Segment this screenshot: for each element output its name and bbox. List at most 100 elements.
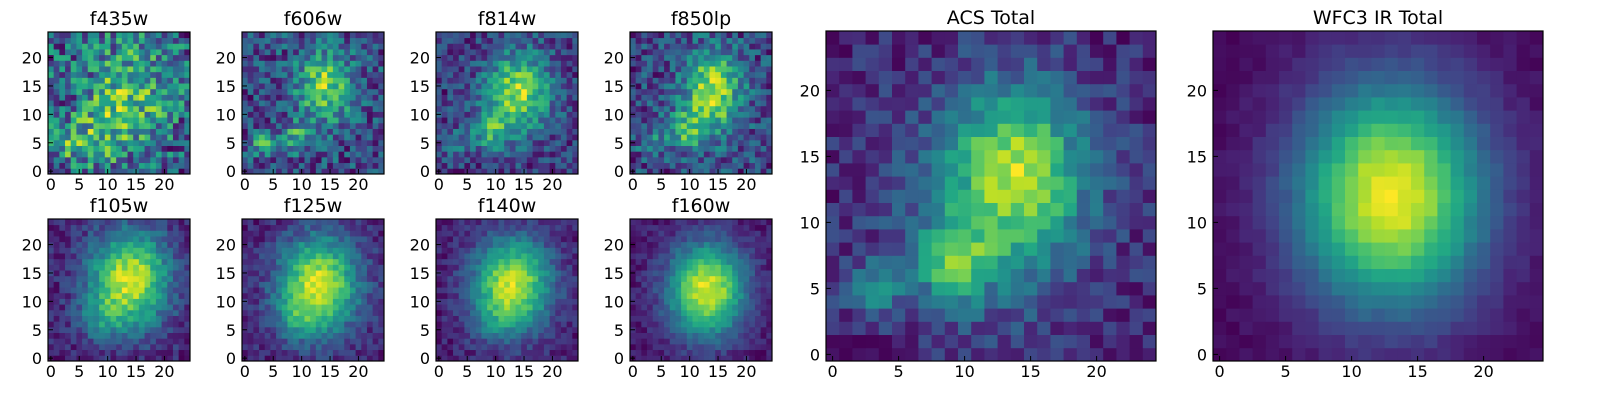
heatmap-cell (641, 343, 648, 351)
heatmap-cell (766, 139, 773, 146)
heatmap-cell (737, 49, 744, 56)
heatmap-cell (532, 134, 539, 141)
heatmap-cell (281, 264, 288, 271)
heatmap-cell (686, 326, 693, 333)
heatmap-cell (270, 128, 277, 135)
heatmap-cell (110, 100, 117, 107)
heatmap-cell (332, 71, 339, 78)
heatmap-cell (566, 156, 573, 164)
heatmap-cell (372, 168, 379, 175)
heatmap-cell (184, 77, 191, 84)
heatmap-cell (664, 49, 671, 56)
heatmap-cell (766, 349, 773, 356)
heatmap-cell (743, 145, 750, 152)
heatmap-cell (321, 77, 328, 84)
heatmap-cell (487, 54, 494, 61)
heatmap-cell (349, 253, 356, 260)
heatmap-cell (172, 60, 180, 67)
heatmap-cell (698, 88, 705, 95)
heatmap-cell (87, 338, 94, 345)
heatmap-cell (253, 77, 260, 84)
heatmap-cell (737, 168, 744, 175)
heatmap-cell (338, 71, 345, 78)
heatmap-cell (737, 94, 744, 101)
heatmap-cell (338, 32, 345, 39)
heatmap-cell (703, 134, 710, 141)
heatmap-cell (99, 332, 106, 339)
heatmap-cell (304, 88, 311, 95)
heatmap-cell (481, 111, 488, 118)
heatmap-cell (321, 162, 328, 169)
heatmap-cell (70, 247, 77, 254)
heatmap-cell (48, 134, 55, 141)
heatmap-cell (138, 43, 145, 50)
heatmap-cell (99, 151, 106, 158)
heatmap-cell (686, 332, 693, 339)
heatmap-cell (481, 105, 488, 112)
heatmap-cell (116, 66, 123, 73)
heatmap-cell (515, 321, 522, 328)
heatmap-cell (526, 32, 533, 39)
heatmap-cell (737, 54, 744, 61)
heatmap-cell (566, 100, 573, 107)
heatmap-cell (93, 275, 100, 282)
heatmap-cell (161, 49, 168, 56)
heatmap-cell (144, 326, 151, 333)
heatmap-cell (453, 332, 460, 339)
heatmap-cell (253, 168, 260, 175)
heatmap-cell (121, 292, 128, 299)
heatmap-cell (184, 241, 191, 248)
heatmap-cell (293, 219, 300, 226)
heatmap-cell (732, 309, 739, 316)
heatmap-cell (749, 275, 756, 282)
heatmap-cell (630, 281, 637, 288)
heatmap-cell (464, 253, 471, 260)
heatmap-cell (378, 128, 385, 135)
heatmap-cell (293, 71, 300, 78)
heatmap-cell (698, 49, 705, 56)
heatmap-cell (475, 338, 482, 345)
heatmap-cell (276, 247, 283, 254)
heatmap-cell (515, 332, 522, 339)
heatmap-cell (464, 298, 471, 305)
heatmap-cell (464, 292, 471, 299)
heatmap-cell (70, 66, 77, 73)
heatmap-cell (104, 94, 111, 101)
heatmap-cell (270, 224, 277, 231)
heatmap-cell (327, 77, 334, 84)
heatmap-cell (338, 168, 345, 175)
heatmap-cell (492, 37, 499, 44)
heatmap-cell (321, 247, 328, 254)
heatmap-cell (543, 230, 550, 237)
heatmap-cell (647, 298, 654, 305)
heatmap-cell (70, 315, 77, 322)
heatmap-cell (167, 304, 174, 311)
heatmap-cell (566, 230, 573, 237)
heatmap-cell (144, 71, 151, 78)
heatmap-cell (681, 275, 688, 282)
heatmap-cell (686, 43, 693, 50)
heatmap-cell (498, 230, 505, 237)
heatmap-cell (310, 139, 317, 146)
heatmap-cell (253, 281, 260, 288)
heatmap-cell (361, 292, 368, 299)
heatmap-cell (532, 151, 539, 158)
heatmap-cell (99, 304, 106, 311)
heatmap-cell (349, 343, 356, 351)
heatmap-cell (184, 281, 191, 288)
heatmap-cell (698, 349, 705, 356)
heatmap-cell (155, 49, 162, 56)
heatmap-cell (732, 287, 739, 294)
heatmap-cell (87, 117, 94, 124)
heatmap-cell (167, 287, 174, 294)
heatmap-cell (436, 77, 443, 84)
heatmap-cell (675, 88, 682, 95)
heatmap-cell (703, 315, 710, 322)
heatmap-cell (70, 83, 77, 90)
heatmap-cell (543, 94, 550, 101)
heatmap-cell (167, 156, 174, 164)
heatmap-cell (99, 43, 106, 50)
heatmap-cell (76, 326, 83, 333)
heatmap-cell (760, 270, 767, 277)
heatmap-cell (715, 54, 722, 61)
